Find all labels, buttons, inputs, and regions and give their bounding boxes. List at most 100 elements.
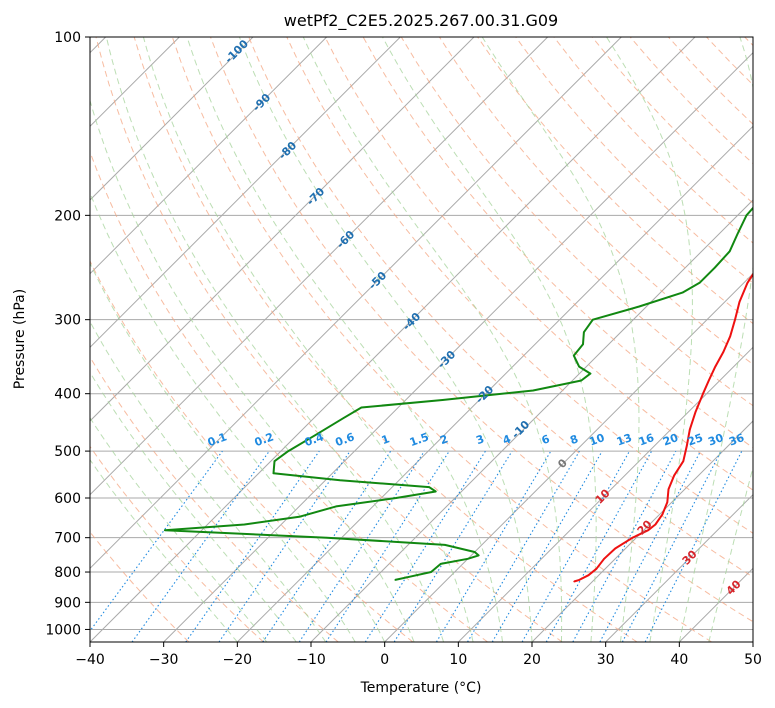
mixing-ratio-label: 0.4 (303, 430, 326, 449)
moist-adiabat-32 (481, 37, 640, 642)
dewpoint-point (287, 450, 290, 452)
x-tick-label: −40 (75, 652, 105, 668)
temperature-point (631, 536, 634, 539)
mixing-ratio-line-13 (521, 450, 630, 642)
x-tick-label: 30 (597, 652, 615, 668)
mixing-ratio-label: 25 (686, 431, 705, 448)
dewpoint-point (582, 343, 584, 346)
temperature-point (722, 351, 725, 353)
temperature-point (673, 474, 675, 477)
temperature-point (661, 513, 664, 516)
dewpoint-point (314, 434, 317, 437)
y-axis-label: Pressure (hPa) (12, 289, 28, 389)
dewpoint-point (339, 479, 341, 482)
moist-adiabat--12 (90, 371, 297, 642)
mixing-ratio-label: 13 (615, 431, 634, 448)
isotherm--30 (163, 51, 753, 642)
moist-adiabat--8 (90, 320, 327, 642)
x-axis-label: Temperature (°C) (360, 680, 482, 696)
dry-adiabat--10 (90, 356, 339, 642)
temperature-point (760, 262, 762, 264)
y-tick-label: 300 (54, 313, 81, 329)
mixing-ratio-label: 3 (474, 432, 486, 447)
dewpoint-point (698, 282, 701, 284)
moist-adiabat--4 (90, 262, 356, 642)
plot-frame (89, 36, 754, 643)
mixing-ratio-line-0.4 (185, 450, 320, 642)
x-tick-label: 50 (744, 652, 762, 668)
isotherm-30 (605, 493, 753, 642)
dewpoint-point (681, 291, 684, 294)
moist-adiabat-28 (382, 37, 597, 642)
moist-adiabat-40 (678, 37, 753, 642)
mixing-ratio-label: 8 (568, 432, 580, 447)
dewpoint-point (578, 365, 580, 368)
dewpoint-point (589, 372, 592, 375)
isotherm-10 (457, 346, 753, 642)
mixing-ratio-label: 2 (438, 432, 450, 447)
temperature-point (654, 523, 657, 526)
mixing-ratio-label: 6 (540, 432, 552, 447)
mixing-ratio-line-2 (325, 450, 450, 642)
y-tick-label: 900 (54, 595, 81, 611)
mixing-ratio-label: 1.5 (408, 430, 431, 449)
moist-adiabat-16 (186, 37, 503, 642)
x-tick-label: 0 (380, 652, 389, 668)
moist-adiabat--16 (90, 416, 268, 642)
isotherm--60 (90, 37, 549, 496)
mixing-ratio-line-8 (467, 450, 580, 642)
mixing-ratio-label: 4 (501, 432, 513, 447)
moist-adiabat-44 (708, 465, 753, 642)
dewpoint-point (394, 579, 397, 581)
temperature-point (729, 335, 731, 338)
mixing-ratio-label: 30 (706, 431, 725, 449)
mixing-ratio-line-10 (491, 450, 603, 642)
dewpoint-point (467, 558, 469, 560)
temperature-point (647, 529, 649, 531)
y-tick-label: 500 (54, 444, 81, 460)
isotherm--20 (236, 125, 753, 642)
temperature-point (702, 392, 704, 395)
temperature-point (689, 428, 691, 431)
dewpoint-point (273, 460, 276, 463)
dewpoint-point (395, 497, 397, 499)
dewpoint-point (638, 305, 640, 308)
mixing-ratio-label: 10 (587, 431, 606, 449)
grid-layer (90, 37, 753, 642)
dry-adiabat--20 (90, 445, 264, 642)
isotherm--100 (90, 37, 254, 201)
dewpoint-profile-line (163, 206, 753, 581)
x-axis: −40 −30 −20 −10 0 10 20 30 40 50 (75, 642, 762, 668)
moist-adiabat-24 (302, 37, 563, 642)
y-tick-label: 700 (54, 531, 81, 547)
dewpoint-point (477, 554, 480, 557)
moist-adiabat-0 (90, 191, 386, 642)
moist-adiabat-36 (606, 37, 693, 642)
y-tick-label: 600 (54, 491, 81, 507)
temperature-point (603, 558, 605, 560)
dry-adiabat-0 (90, 259, 414, 642)
dewpoint-point (714, 266, 716, 269)
y-axis: 100 200 300 400 500 600 700 800 900 1000 (45, 30, 90, 638)
dewpoint-point (272, 472, 275, 475)
dewpoint-point (430, 571, 432, 573)
mixing-ratio-line-16 (545, 450, 653, 642)
dry-adiabat-20 (95, 37, 563, 642)
mixing-ratio-label: 0.2 (253, 430, 276, 449)
adiabat-layer (90, 37, 753, 642)
x-tick-label: −30 (149, 652, 179, 668)
temperature-point (746, 282, 749, 284)
temperature-point (666, 501, 669, 504)
temperature-point (734, 318, 736, 321)
dewpoint-point (736, 233, 739, 235)
dewpoint-point (243, 523, 246, 526)
isotherm-0 (384, 272, 753, 642)
dewpoint-point (434, 490, 437, 493)
temperature-point (573, 580, 575, 583)
y-tick-label: 800 (54, 565, 81, 581)
x-tick-label: 10 (449, 652, 467, 668)
dewpoint-point (573, 354, 575, 357)
isotherm--40 (90, 37, 696, 642)
temperature-point (682, 460, 685, 463)
